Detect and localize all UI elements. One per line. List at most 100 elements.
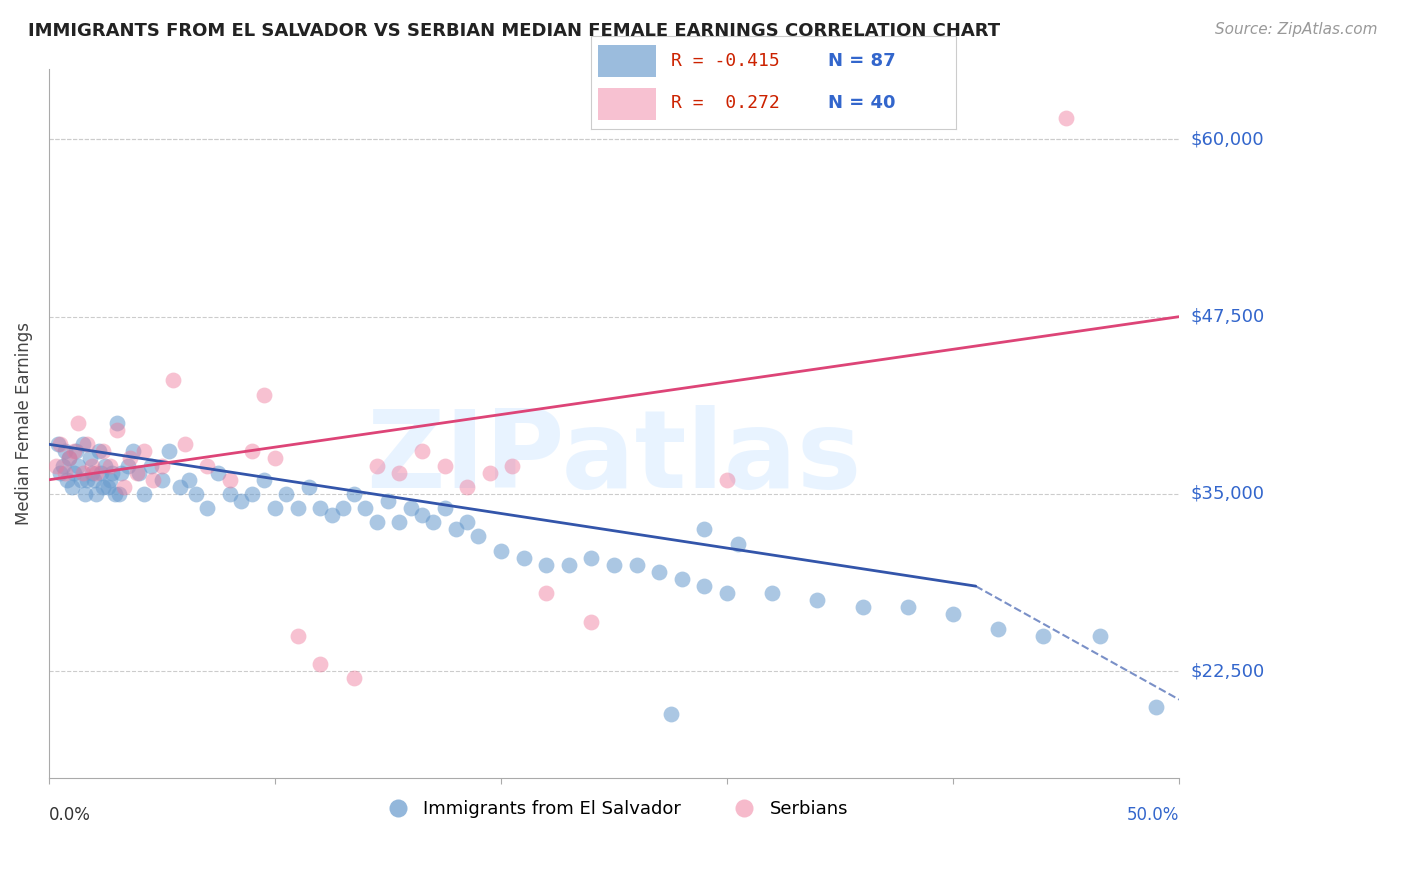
- Point: [90, 466, 112, 480]
- Point: [659, 706, 682, 721]
- Text: Source: ZipAtlas.com: Source: ZipAtlas.com: [1215, 22, 1378, 37]
- Point: [478, 466, 501, 480]
- Point: [195, 501, 218, 516]
- Point: [120, 451, 142, 466]
- Point: [80, 466, 103, 480]
- Point: [112, 480, 135, 494]
- Point: [716, 473, 738, 487]
- Point: [49, 466, 72, 480]
- Point: [298, 480, 321, 494]
- Text: $22,500: $22,500: [1191, 662, 1264, 681]
- Point: [467, 529, 489, 543]
- Point: [46, 437, 69, 451]
- Point: [242, 444, 264, 458]
- Point: [388, 516, 411, 530]
- Text: N = 87: N = 87: [828, 52, 896, 70]
- Point: [512, 550, 534, 565]
- Point: [173, 437, 195, 451]
- Point: [108, 487, 131, 501]
- Point: [53, 444, 76, 458]
- Point: [105, 416, 128, 430]
- Point: [58, 451, 80, 466]
- Point: [79, 451, 101, 466]
- Point: [97, 480, 120, 494]
- Point: [377, 494, 399, 508]
- Point: [343, 487, 366, 501]
- Point: [309, 501, 332, 516]
- Point: [852, 600, 875, 615]
- Point: [169, 480, 191, 494]
- Bar: [598, 45, 657, 77]
- Point: [157, 444, 180, 458]
- Text: $35,000: $35,000: [1191, 485, 1264, 503]
- Point: [56, 473, 79, 487]
- Point: [264, 451, 287, 466]
- Point: [45, 458, 67, 473]
- Text: $47,500: $47,500: [1191, 308, 1264, 326]
- Point: [354, 501, 377, 516]
- Point: [321, 508, 343, 523]
- Point: [127, 466, 149, 480]
- Point: [150, 458, 173, 473]
- Point: [132, 444, 155, 458]
- Point: [648, 565, 671, 579]
- Point: [287, 501, 309, 516]
- Point: [117, 458, 139, 473]
- Text: ZIPatlas: ZIPatlas: [367, 406, 862, 511]
- Point: [287, 629, 309, 643]
- Point: [65, 444, 87, 458]
- Point: [534, 586, 557, 600]
- Point: [942, 607, 965, 622]
- Point: [987, 622, 1010, 636]
- Point: [69, 473, 91, 487]
- Point: [105, 423, 128, 437]
- Point: [63, 444, 86, 458]
- Point: [67, 458, 90, 473]
- Point: [558, 558, 581, 572]
- Point: [86, 487, 108, 501]
- Point: [433, 458, 456, 473]
- Point: [98, 473, 121, 487]
- Point: [195, 458, 218, 473]
- Point: [693, 579, 716, 593]
- Point: [253, 473, 276, 487]
- Text: $60,000: $60,000: [1191, 130, 1264, 148]
- Point: [603, 558, 626, 572]
- Point: [150, 473, 173, 487]
- Legend: Immigrants from El Salvador, Serbians: Immigrants from El Salvador, Serbians: [373, 793, 855, 825]
- Point: [87, 444, 110, 458]
- Point: [72, 466, 94, 480]
- Point: [162, 374, 184, 388]
- Y-axis label: Median Female Earnings: Median Female Earnings: [15, 321, 32, 524]
- Point: [229, 494, 252, 508]
- Point: [444, 522, 467, 536]
- Point: [91, 444, 114, 458]
- Point: [366, 516, 388, 530]
- Point: [83, 473, 105, 487]
- Point: [309, 657, 332, 672]
- Point: [103, 487, 125, 501]
- Point: [98, 458, 121, 473]
- Point: [422, 516, 444, 530]
- Point: [456, 480, 478, 494]
- Text: IMMIGRANTS FROM EL SALVADOR VS SERBIAN MEDIAN FEMALE EARNINGS CORRELATION CHART: IMMIGRANTS FROM EL SALVADOR VS SERBIAN M…: [28, 22, 1000, 40]
- Point: [671, 572, 693, 586]
- Point: [207, 466, 229, 480]
- Point: [693, 522, 716, 536]
- Point: [501, 458, 523, 473]
- Point: [101, 466, 124, 480]
- Point: [218, 473, 240, 487]
- Point: [433, 501, 456, 516]
- Point: [897, 600, 920, 615]
- Point: [411, 508, 433, 523]
- Point: [1032, 629, 1054, 643]
- Point: [63, 466, 86, 480]
- Point: [139, 458, 162, 473]
- Text: R =  0.272: R = 0.272: [671, 95, 780, 112]
- Point: [1088, 629, 1111, 643]
- Point: [132, 487, 155, 501]
- Point: [1054, 111, 1077, 125]
- Point: [94, 458, 117, 473]
- Point: [264, 501, 287, 516]
- Point: [142, 473, 165, 487]
